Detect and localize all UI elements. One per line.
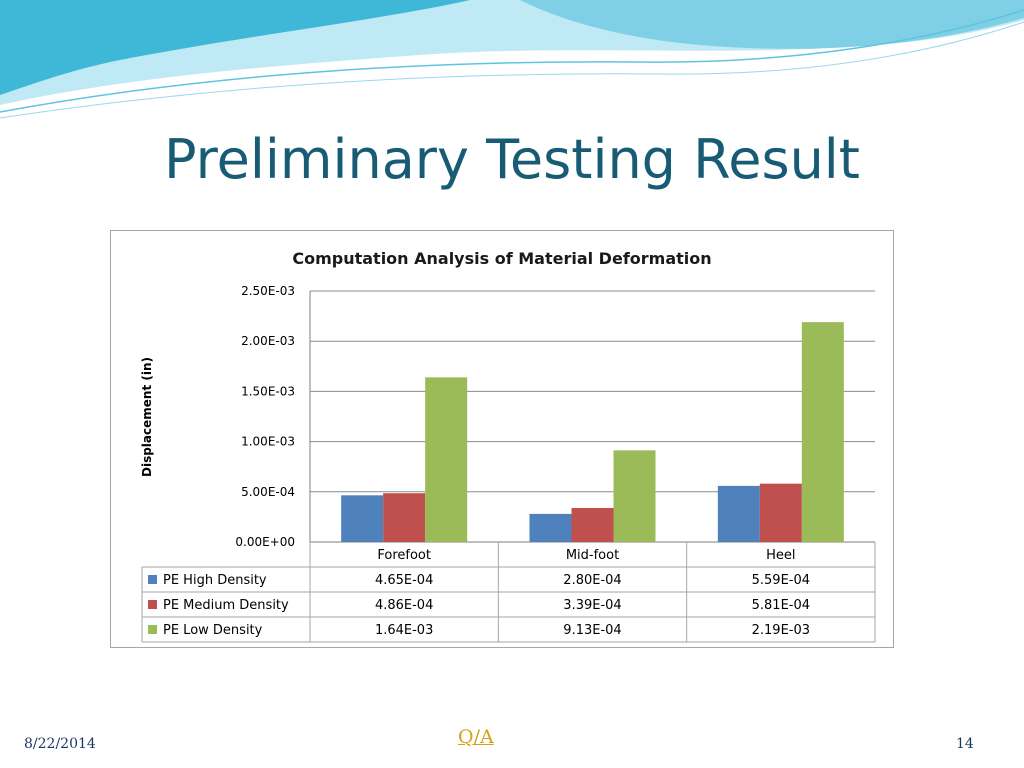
bar — [759, 483, 802, 542]
data-label: 2.80E-04 — [563, 573, 621, 588]
y-tick-label: 5.00E-04 — [241, 485, 295, 499]
bars — [341, 322, 844, 542]
qa-link[interactable]: Q/A — [458, 726, 494, 748]
data-label: 9.13E-04 — [563, 623, 621, 638]
data-table: Forefoot Mid-foot Heel PE High Density 4.65E… — [141, 542, 876, 643]
bar — [341, 495, 384, 542]
legend-label: PE Medium Density — [163, 598, 289, 613]
data-label: 1.64E-03 — [375, 623, 433, 638]
data-label: 2.19E-03 — [752, 623, 810, 638]
y-tick-labels: 0.00E+00 5.00E-04 1.00E-03 1.50E-03 2.00E-03… — [235, 284, 295, 549]
category-label: Heel — [766, 548, 795, 563]
bar — [425, 377, 468, 542]
bar — [717, 485, 760, 542]
chart-title: Computation Analysis of Material Deforma… — [292, 249, 711, 268]
legend-swatch — [148, 625, 157, 634]
data-label: 4.65E-04 — [375, 573, 433, 588]
bar-chart: Computation Analysis of Material Deforma… — [140, 249, 876, 643]
bar — [571, 507, 614, 542]
header-wave-decoration — [0, 0, 1024, 119]
bar — [529, 513, 572, 542]
category-label: Forefoot — [377, 548, 431, 563]
data-label: 3.39E-04 — [563, 598, 621, 613]
legend-swatch — [148, 600, 157, 609]
data-label: 5.81E-04 — [752, 598, 810, 613]
legend-label: PE High Density — [163, 573, 267, 588]
chart-frame: Computation Analysis of Material Deforma… — [110, 230, 894, 648]
slide-title: Preliminary Testing Result — [164, 128, 860, 191]
wave-line-2 — [0, 21, 1024, 119]
bar — [613, 450, 656, 542]
y-tick-label: 1.50E-03 — [241, 384, 295, 398]
data-label: 5.59E-04 — [752, 573, 810, 588]
y-tick-label: 2.00E-03 — [241, 334, 295, 348]
page-number: 14 — [956, 736, 974, 752]
bar — [383, 493, 426, 542]
legend-label: PE Low Density — [163, 623, 263, 638]
y-tick-label: 1.00E-03 — [241, 435, 295, 449]
legend-swatch — [148, 575, 157, 584]
wave-mid — [520, 0, 1024, 49]
footer-date: 8/22/2014 — [24, 736, 96, 752]
data-label: 4.86E-04 — [375, 598, 433, 613]
bar — [801, 322, 844, 542]
y-tick-label: 0.00E+00 — [235, 535, 295, 549]
wave-dark — [0, 0, 470, 95]
category-label: Mid-foot — [566, 548, 619, 563]
wave-line-1 — [0, 9, 1024, 113]
y-tick-label: 2.50E-03 — [241, 284, 295, 298]
y-axis-label: Displacement (in) — [140, 357, 154, 477]
